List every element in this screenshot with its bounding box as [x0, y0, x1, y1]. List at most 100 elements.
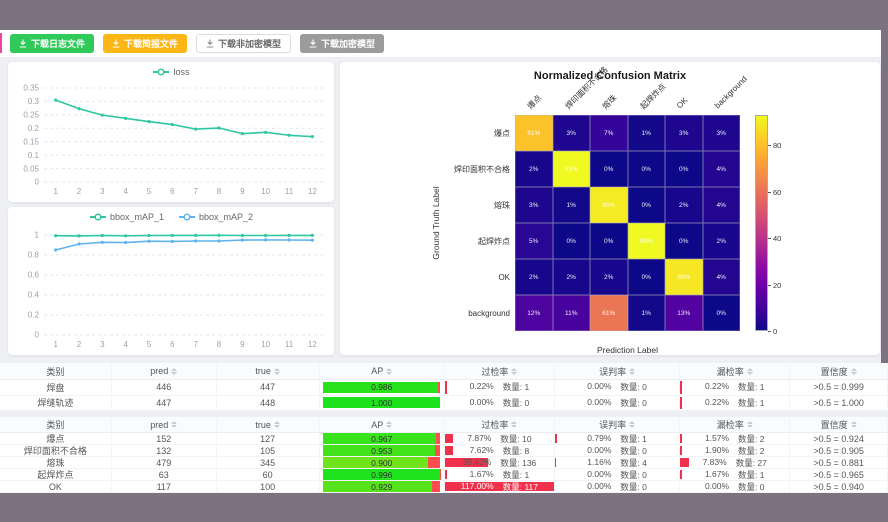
cell-miss-rate-count: 数量: 1: [738, 382, 765, 393]
cell-over-rate-bar: [444, 458, 488, 467]
sort-caret-down-icon: [386, 371, 393, 375]
cell-miss-rate-bar: [680, 381, 683, 394]
cell-misjudge-rate-value: 0.00%: [587, 469, 612, 479]
svg-text:8: 8: [217, 340, 222, 349]
cm-cell-3-0: 5%: [515, 223, 553, 259]
sort-icon[interactable]: [850, 421, 857, 428]
sort-caret-up-icon: [850, 421, 857, 424]
cell-true: 100: [217, 481, 320, 492]
ap-value: 1.000: [371, 397, 393, 408]
column-header-置信度[interactable]: 置信度: [790, 417, 888, 432]
svg-text:2: 2: [77, 187, 82, 196]
sort-icon[interactable]: [746, 367, 753, 375]
download-button-label: 下载非加密模型: [218, 39, 282, 49]
cm-cell-value: 93%: [564, 165, 578, 173]
column-header-置信度[interactable]: 置信度: [790, 363, 888, 379]
ap-value: 0.900: [371, 457, 393, 468]
column-header-label: 置信度: [820, 420, 848, 430]
sort-caret-up-icon: [746, 367, 753, 371]
column-header-AP[interactable]: AP: [320, 363, 445, 379]
sort-icon[interactable]: [511, 421, 518, 428]
download-button-4[interactable]: 下载加密模型: [300, 34, 385, 53]
column-header-pred[interactable]: pred: [112, 417, 217, 432]
confusion-matrix-card: Normalized Confusion Matrix Ground Truth…: [340, 62, 880, 355]
cell-misjudge-rate-text: 0.00% 数量: 0: [587, 469, 647, 480]
cell-miss-rate-count: 数量: 1: [738, 397, 765, 408]
cm-colorbar-tickmark: [768, 284, 771, 286]
legend-item-loss[interactable]: loss: [152, 67, 190, 77]
column-header-label: 类别: [46, 420, 65, 430]
download-button-3[interactable]: 下载非加密模型: [196, 34, 292, 53]
column-header-误判率[interactable]: 误判率: [555, 363, 681, 379]
download-icon: [206, 39, 214, 48]
column-header-AP[interactable]: AP: [320, 417, 445, 432]
cell-misjudge-rate-value: 1.16%: [587, 457, 612, 467]
cell-miss-rate-value: 0.22%: [704, 396, 730, 407]
cm-cell-2-0: 3%: [515, 187, 553, 223]
sort-caret-down-icon: [746, 425, 753, 428]
column-header-过检率[interactable]: 过检率: [445, 363, 555, 379]
cell-true: 105: [217, 445, 320, 456]
sort-icon[interactable]: [386, 367, 393, 375]
cell-miss-rate-count: 数量: 0: [738, 481, 765, 492]
legend-label: loss: [173, 67, 190, 77]
cm-cell-5-3: 1%: [627, 295, 665, 331]
legend-item-bbox_mAP_1[interactable]: bbox_mAP_1: [89, 212, 164, 222]
ap-bar: 0.900: [323, 457, 441, 468]
cell-misjudge-rate-value: 0.00%: [587, 396, 612, 407]
cm-cell-value: 81%: [527, 129, 541, 137]
svg-text:8: 8: [217, 187, 222, 196]
cm-cell-value: 5%: [529, 237, 539, 245]
cell-misjudge-rate: 0.00% 数量: 0: [555, 395, 681, 410]
svg-text:0.25: 0.25: [23, 111, 39, 120]
column-header-true[interactable]: true: [217, 417, 320, 432]
sort-icon[interactable]: [171, 421, 178, 428]
column-header-pred[interactable]: pred: [112, 363, 217, 379]
sort-caret-down-icon: [629, 425, 636, 428]
cell-misjudge-rate-count: 数量: 0: [620, 397, 647, 408]
cm-cell-value: 0%: [679, 165, 689, 173]
ap-bar-fill: [323, 397, 441, 409]
column-header-误判率[interactable]: 误判率: [555, 417, 681, 432]
cell-miss-rate: 0.22% 数量: 1: [680, 395, 791, 410]
legend-item-bbox_mAP_2[interactable]: bbox_mAP_2: [178, 212, 253, 222]
bbox-map-chart-plot: 00.20.40.60.811 2 3 4 5 6 7 8 9 10 11 12: [28, 231, 324, 349]
cell-ap: 0.953: [320, 445, 445, 456]
sort-icon[interactable]: [850, 367, 857, 375]
legend-marker-icon: [89, 213, 106, 221]
sort-icon[interactable]: [171, 367, 178, 375]
cell-over-rate-text: 39.42% 数量: 136: [463, 457, 537, 468]
sort-icon[interactable]: [629, 367, 636, 375]
svg-text:0: 0: [35, 178, 40, 187]
cell-miss-rate-bar: [680, 458, 689, 467]
cm-colorbar-tickmark: [768, 238, 771, 240]
cm-colorbar-tickmark: [768, 331, 771, 332]
column-header-过检率[interactable]: 过检率: [445, 417, 555, 432]
svg-text:10: 10: [261, 187, 270, 196]
column-header-漏检率[interactable]: 漏检率: [680, 363, 791, 379]
cm-cell-value: 2%: [529, 273, 539, 281]
cell-misjudge-rate-text: 1.16% 数量: 4: [587, 457, 647, 468]
cell-misjudge-rate-text: 0.00% 数量: 0: [587, 445, 647, 456]
column-header-true[interactable]: true: [217, 363, 320, 379]
ap-bar-remainder: [436, 433, 441, 444]
sort-icon[interactable]: [511, 367, 518, 375]
cell-over-rate: 0.00% 数量: 0: [445, 395, 555, 410]
download-button-1[interactable]: 下载日志文件: [10, 34, 95, 53]
cell-miss-rate: 1.67% 数量: 1: [680, 469, 791, 480]
download-button-2[interactable]: 下载简报文件: [103, 34, 188, 53]
sort-icon[interactable]: [273, 367, 280, 375]
cell-confidence: >0.5 = 1.000: [790, 395, 888, 410]
svg-text:7: 7: [193, 187, 198, 196]
ap-value: 0.996: [371, 469, 393, 480]
table-gap: [0, 411, 888, 417]
ap-bar: 0.986: [323, 381, 441, 393]
sort-icon[interactable]: [629, 421, 636, 428]
sort-icon[interactable]: [273, 421, 280, 428]
cell-pred: 446: [112, 380, 217, 395]
sort-icon[interactable]: [386, 421, 393, 428]
sort-icon[interactable]: [746, 421, 753, 428]
column-header-漏检率[interactable]: 漏检率: [680, 417, 791, 432]
svg-text:4: 4: [123, 340, 128, 349]
cm-cell-value: 1%: [566, 201, 576, 209]
